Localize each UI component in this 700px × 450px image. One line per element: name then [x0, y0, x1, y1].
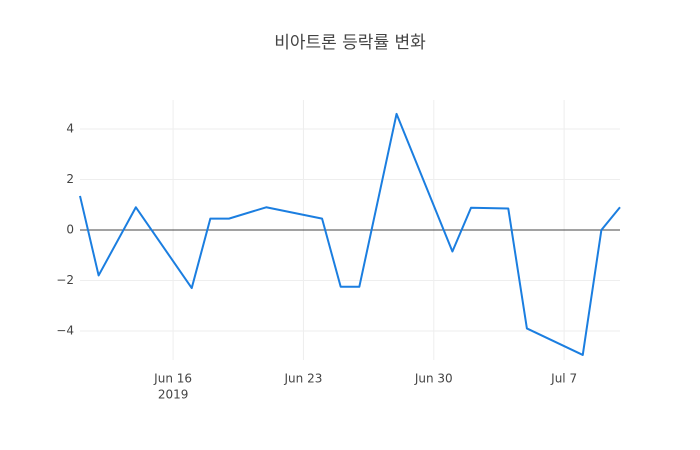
y-tick-label: 2	[66, 172, 74, 186]
x-tick-label: Jul 7	[550, 372, 577, 386]
y-tick-label: −4	[56, 323, 74, 337]
x-tick-label: Jun 23	[284, 372, 323, 386]
y-tick-label: 0	[66, 223, 74, 237]
x-tick-sublabel: 2019	[158, 388, 189, 402]
chart-title: 비아트론 등락률 변화	[274, 33, 426, 53]
x-tick-label: Jun 16	[153, 372, 192, 386]
y-tick-label: 4	[66, 122, 74, 136]
x-tick-label: Jun 30	[414, 372, 453, 386]
line-series	[79, 112, 621, 356]
y-tick-label: −2	[56, 273, 74, 287]
